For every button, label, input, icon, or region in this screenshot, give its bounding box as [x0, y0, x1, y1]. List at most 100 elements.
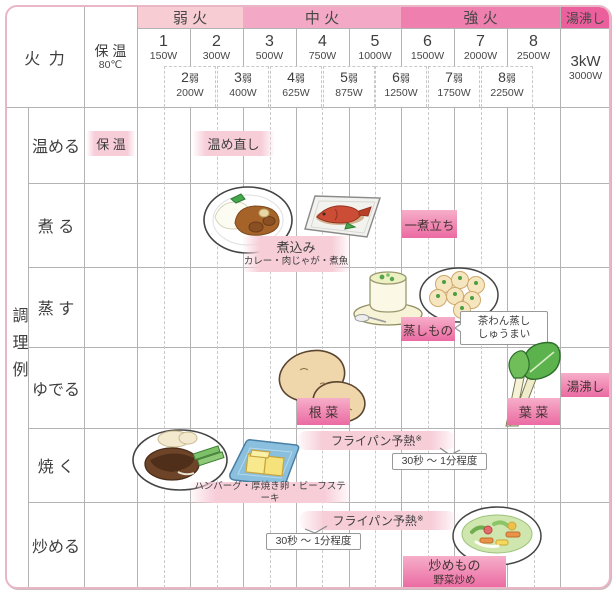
steamed-band: 蒸しもの: [401, 317, 455, 341]
band-boil-water-label: 湯沸し: [565, 11, 605, 26]
level-cell-5: 5 1000W: [349, 28, 401, 66]
rewarm-band-label: 温め直し: [207, 137, 260, 152]
row-divider: [28, 428, 609, 429]
level-cell-6: 6 1500W: [401, 28, 454, 66]
cooking-examples-label: 調理例: [9, 307, 27, 388]
band-medium-heat: 中 火: [243, 7, 401, 28]
keep-warm-temp: 80℃: [98, 59, 123, 71]
grid-line: [190, 107, 191, 587]
grid-line-dashed: [481, 107, 482, 587]
level-watt: 1500W: [410, 49, 445, 62]
boil-column-cell: 3kW 3000W: [560, 28, 609, 107]
keep-warm-band: 保 温: [87, 131, 135, 156]
grid-line: [349, 28, 350, 66]
power-header-cell: 火 力: [7, 7, 84, 107]
band-low-heat: 弱 火: [137, 7, 243, 28]
grid-line: [560, 7, 561, 587]
weak-watt: 875W: [335, 87, 363, 99]
weak-cell-6: 6弱 1250W: [375, 66, 427, 107]
boil-column-watt: 3000W: [568, 70, 603, 82]
weak-cell-2: 2弱 200W: [164, 66, 216, 107]
row-label-text: 焼 く: [37, 459, 75, 476]
grid-line: [296, 28, 297, 66]
level-num: 8: [529, 32, 538, 50]
header-band-divider: [137, 28, 609, 29]
rewarm-band: 温め直し: [193, 131, 274, 156]
leaf-vegetable-label: 葉 菜: [518, 405, 549, 420]
row-divider: [28, 347, 609, 348]
hamburg-steak-illustration: [132, 429, 228, 491]
level-watt: 500W: [255, 49, 284, 62]
grid-line: [454, 107, 455, 587]
root-vegetable-band: 根 菜: [297, 398, 350, 425]
preheat-time-label: 30秒 ～ 1分程度: [401, 455, 478, 467]
weak-num: 8: [498, 69, 506, 85]
preheat-time-label: 30秒 ～ 1分程度: [275, 535, 352, 547]
grill-examples-band: ハンバーグ・厚焼き卵・ビーフステーキ: [190, 480, 350, 504]
grid-line-dashed: [322, 107, 323, 587]
band-boil-water: 湯沸し: [560, 7, 609, 28]
steamed-callout: 茶わん蒸し しゅうまい: [454, 311, 548, 345]
fish-plate-illustration: [304, 195, 381, 238]
level-cell-8: 8 2500W: [507, 28, 560, 66]
stew-band-sub: カレー・肉じゃが・煮魚: [243, 256, 349, 267]
preheat-band-label: フライパン予熱: [332, 514, 417, 528]
weak-cell-8: 8弱 2250W: [481, 66, 533, 107]
level-watt: 2500W: [516, 49, 551, 62]
grid-line-dashed: [375, 107, 376, 587]
grid-line: [28, 107, 29, 587]
quick-boil-label: 一煮立ち: [404, 218, 455, 233]
grid-line: [349, 107, 350, 587]
stirfry-plate-illustration: [452, 506, 542, 566]
weak-watt: 400W: [229, 87, 257, 99]
preheat-time-callout-stirfry: 30秒 ～ 1分程度: [266, 533, 361, 550]
grid-line-dashed: [217, 107, 218, 587]
level-num: 4: [318, 32, 327, 50]
weak-cell-4: 4弱 625W: [270, 66, 322, 107]
preheat-footnote-mark: ※: [416, 514, 424, 523]
row-label-simmer: 煮 る: [28, 183, 84, 267]
row-label-warm: 温める: [28, 107, 84, 183]
grid-line: [454, 28, 455, 66]
weak-cell-5: 5弱 875W: [323, 66, 375, 107]
grid-line: [401, 28, 402, 66]
root-vegetable-label: 根 菜: [308, 405, 339, 420]
row-label-text: 蒸 す: [37, 301, 75, 318]
weak-watt: 625W: [282, 87, 310, 99]
weak-suffix: 弱: [241, 74, 252, 85]
level-watt: 2000W: [463, 49, 498, 62]
weak-suffix: 弱: [505, 74, 516, 85]
weak-watt: 1250W: [384, 87, 418, 99]
weak-num: 4: [287, 69, 295, 85]
level-watt: 1000W: [358, 49, 392, 62]
row-label-steam: 蒸 す: [28, 267, 84, 347]
leaf-vegetable-band: 葉 菜: [507, 398, 560, 425]
grid-line-dashed: [270, 107, 271, 587]
row-label-text: 煮 る: [37, 219, 75, 236]
grid-line: [243, 28, 244, 66]
shumai-plate-illustration: [419, 267, 499, 323]
stirfry-band-title: 炒めもの: [428, 557, 481, 573]
weak-cell-7: 7弱 1750W: [428, 66, 480, 107]
level-num: 1: [159, 32, 168, 50]
grid-line: [507, 107, 508, 587]
band-high-heat: 強 火: [401, 7, 560, 28]
level-cell-7: 7 2000W: [454, 28, 507, 66]
boil-column-kw: 3kW: [570, 53, 601, 70]
weak-suffix: 弱: [452, 74, 463, 85]
grid-line: [243, 107, 244, 587]
level-cell-1: 1 150W: [137, 28, 190, 66]
weak-suffix: 弱: [294, 74, 305, 85]
grid-line: [137, 7, 138, 587]
weak-num: 2: [181, 69, 189, 85]
level-num: 6: [423, 32, 432, 50]
boil-water-body-band: 湯沸し: [561, 373, 609, 397]
steamed-callout-line1: 茶わん蒸し: [477, 315, 531, 327]
band-low-heat-label: 弱 火: [172, 10, 208, 27]
quick-boil-band: 一煮立ち: [402, 210, 457, 238]
grill-examples-label: ハンバーグ・厚焼き卵・ビーフステーキ: [194, 480, 346, 504]
weak-watt: 200W: [176, 87, 204, 99]
row-label-text: ゆでる: [31, 381, 80, 399]
row-label-text: 温める: [31, 139, 80, 156]
